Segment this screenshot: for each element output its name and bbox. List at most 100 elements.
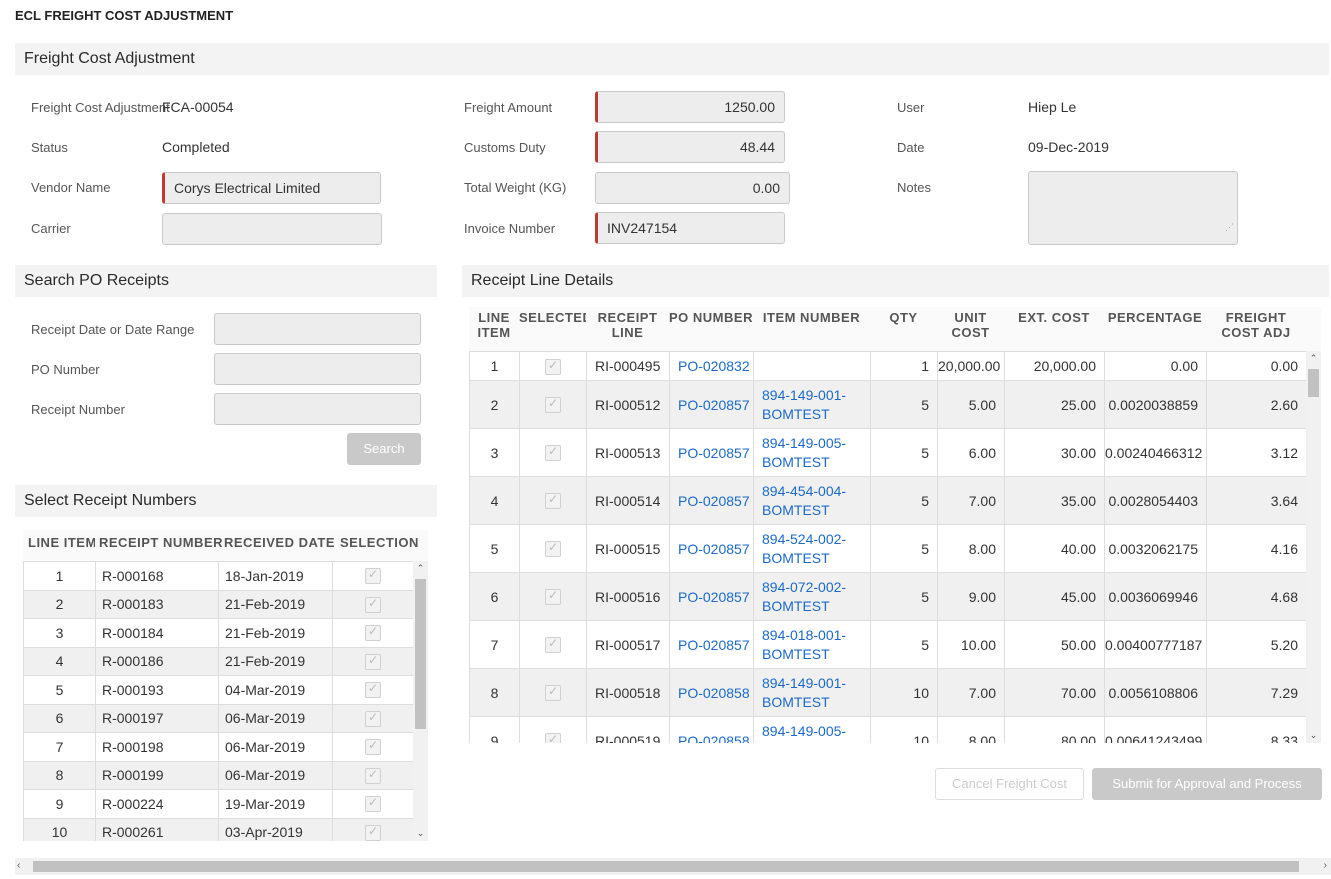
page-scroll-thumb[interactable] <box>33 861 1299 872</box>
item-number-link[interactable]: 894-072-002- BOMTEST <box>762 579 846 614</box>
detail-col-unit-cost[interactable]: UNIT COST <box>951 310 990 340</box>
selection-checkbox[interactable] <box>365 681 381 699</box>
po-number-link[interactable]: PO-020858 <box>678 732 750 744</box>
selection-checkbox[interactable] <box>365 738 381 756</box>
selected-cell <box>519 572 587 621</box>
table-row[interactable]: 2 R-000183 21-Feb-2019 <box>23 589 413 619</box>
detail-scroll-down-icon[interactable]: ⌄ <box>1309 730 1318 740</box>
scroll-down-icon[interactable]: ⌄ <box>416 828 425 838</box>
selected-checkbox[interactable] <box>545 636 561 654</box>
search-button[interactable]: Search <box>347 433 421 465</box>
table-row[interactable]: 1RI-000495PO-020832120,000.0020,000.000.… <box>469 351 1306 381</box>
table-row[interactable]: 10 R-000261 03-Apr-2019 <box>23 817 413 841</box>
receipt-number-input[interactable] <box>214 393 421 425</box>
detail-col-item-number[interactable]: ITEM NUMBER <box>762 310 861 325</box>
col-line-item[interactable]: LINE ITEM <box>28 535 95 550</box>
table-row[interactable]: 6 RI-000516 PO-020857 894-072-002- BOMTEST 59… <box>469 572 1306 621</box>
po-number-input[interactable] <box>214 353 421 385</box>
selection-checkbox[interactable] <box>365 795 381 813</box>
submit-approval-button[interactable]: Submit for Approval and Process <box>1092 768 1322 800</box>
selection-checkbox[interactable] <box>365 596 381 613</box>
col-selection[interactable]: SELECTION <box>340 535 419 550</box>
customs-duty-field[interactable]: 48.44 <box>595 131 785 163</box>
selected-checkbox[interactable] <box>545 588 561 606</box>
detail-col-receipt-line[interactable]: RECEIPT LINE <box>597 310 658 340</box>
carrier-field[interactable] <box>162 213 382 245</box>
table-row[interactable]: 4 R-000186 21-Feb-2019 <box>23 646 413 676</box>
detail-col-percentage[interactable]: PERCENTAGE <box>1107 310 1203 325</box>
detail-col-ext-cost[interactable]: EXT. COST <box>1018 310 1090 325</box>
notes-field[interactable]: ⋰ <box>1028 171 1238 245</box>
scroll-left-icon[interactable]: ‹ <box>17 860 21 871</box>
scroll-thumb[interactable] <box>415 579 426 729</box>
table-row[interactable]: 3 R-000184 21-Feb-2019 <box>23 618 413 648</box>
selected-checkbox[interactable] <box>545 732 561 743</box>
page-horizontal-scrollbar[interactable]: ‹ › <box>15 858 1331 875</box>
col-receipt-number[interactable]: RECEIPT NUMBER <box>99 535 224 550</box>
po-number-link[interactable]: PO-020857 <box>678 636 750 653</box>
po-number-link[interactable]: PO-020857 <box>678 492 750 509</box>
table-row[interactable]: 5 R-000193 04-Mar-2019 <box>23 675 413 705</box>
table-row[interactable]: 8 RI-000518 PO-020858 894-149-001- BOMTEST 10… <box>469 668 1306 717</box>
po-number-link[interactable]: PO-020832 <box>678 358 750 374</box>
table-row[interactable]: 1 R-000168 18-Jan-2019 <box>23 561 413 591</box>
selection-checkbox[interactable] <box>365 710 381 727</box>
search-po-receipts-header: Search PO Receipts <box>15 265 437 297</box>
table-row[interactable]: 4 RI-000514 PO-020857 894-454-004- BOMTEST 57… <box>469 476 1306 525</box>
table-row[interactable]: 8 R-000199 06-Mar-2019 <box>23 760 413 790</box>
selection-checkbox[interactable] <box>365 824 381 841</box>
detail-scroll-thumb[interactable] <box>1308 369 1319 397</box>
receipt-table-scrollbar[interactable]: ⌃ ⌄ <box>413 561 428 841</box>
po-number-link[interactable]: PO-020857 <box>678 396 750 413</box>
detail-scroll-up-icon[interactable]: ⌃ <box>1309 353 1318 363</box>
item-number-link[interactable]: 894-524-002- BOMTEST <box>762 531 846 566</box>
item-number-link[interactable]: 894-149-001- BOMTEST <box>762 675 846 710</box>
table-row[interactable]: 5RI-000515PO-020857894-524-002-BOMTEST58… <box>469 524 1306 573</box>
selection-checkbox[interactable] <box>365 653 381 670</box>
table-row[interactable]: 7 RI-000517 PO-020857 894-018-001- BOMTEST 51… <box>469 620 1306 669</box>
selected-checkbox[interactable] <box>545 492 561 510</box>
selected-checkbox[interactable] <box>545 540 561 558</box>
resize-handle-icon[interactable]: ⋰ <box>1225 222 1234 232</box>
selected-checkbox[interactable] <box>545 358 561 375</box>
table-row[interactable]: 7 R-000198 06-Mar-2019 <box>23 732 413 762</box>
po-number-link[interactable]: PO-020857 <box>678 588 750 605</box>
detail-col-line-item[interactable]: LINE ITEM <box>477 310 511 340</box>
detail-col-po-number[interactable]: PO NUMBER <box>669 310 753 325</box>
table-row[interactable]: 9 RI-000519 PO-020858 894-149-005- BOMTEST 10… <box>469 716 1306 744</box>
po-number-link[interactable]: PO-020858 <box>678 684 750 701</box>
table-row[interactable]: 6 R-000197 06-Mar-2019 <box>23 703 413 733</box>
receipt-table-body[interactable]: 1R-00016818-Jan-20192R-00018321-Feb-2019… <box>23 561 413 841</box>
receipt-date-input[interactable] <box>214 313 421 345</box>
invoice-number-field[interactable]: INV247154 <box>595 212 785 244</box>
detail-col-selected[interactable]: SELECTED <box>519 310 586 325</box>
detail-table-body[interactable]: 1RI-000495PO-020832120,000.0020,000.000.… <box>469 351 1306 743</box>
table-row[interactable]: 3 RI-000513 PO-020857 894-149-005- BOMTEST 56… <box>469 428 1306 477</box>
item-number-link[interactable]: 894-149-005- BOMTEST <box>762 723 846 744</box>
po-number-link[interactable]: PO-020857 <box>678 540 750 557</box>
vendor-name-field[interactable]: Corys Electrical Limited <box>162 172 381 204</box>
item-number-link[interactable]: 894-018-001- BOMTEST <box>762 627 846 662</box>
total-weight-field[interactable]: 0.00 <box>595 172 790 204</box>
selection-checkbox[interactable] <box>365 767 381 784</box>
receipt-line-cell: RI-000513 <box>586 428 670 477</box>
item-number-link[interactable]: 894-149-001- BOMTEST <box>762 387 846 422</box>
scroll-up-icon[interactable]: ⌃ <box>416 563 425 573</box>
selection-checkbox[interactable] <box>365 624 381 642</box>
freight-amount-field[interactable]: 1250.00 <box>595 91 785 123</box>
detail-col-qty[interactable]: QTY <box>889 310 918 325</box>
detail-col-freight-cost-adj[interactable]: FREIGHT COST ADJ <box>1221 310 1291 340</box>
selected-checkbox[interactable] <box>545 444 561 462</box>
scroll-right-icon[interactable]: › <box>1323 860 1327 871</box>
item-number-link[interactable]: 894-454-004- BOMTEST <box>762 483 846 518</box>
col-received-date[interactable]: RECEIVED DATE <box>224 535 335 550</box>
detail-table-scrollbar[interactable]: ⌃ ⌄ <box>1306 351 1321 743</box>
selection-checkbox[interactable] <box>365 567 381 585</box>
item-number-link[interactable]: 894-149-005- BOMTEST <box>762 435 846 470</box>
po-number-link[interactable]: PO-020857 <box>678 444 750 461</box>
table-row[interactable]: 2 RI-000512 PO-020857 894-149-001- BOMTEST 55… <box>469 380 1306 429</box>
selected-checkbox[interactable] <box>545 396 561 414</box>
selected-checkbox[interactable] <box>545 684 561 702</box>
table-row[interactable]: 9 R-000224 19-Mar-2019 <box>23 789 413 819</box>
cancel-freight-cost-button[interactable]: Cancel Freight Cost <box>935 768 1084 800</box>
